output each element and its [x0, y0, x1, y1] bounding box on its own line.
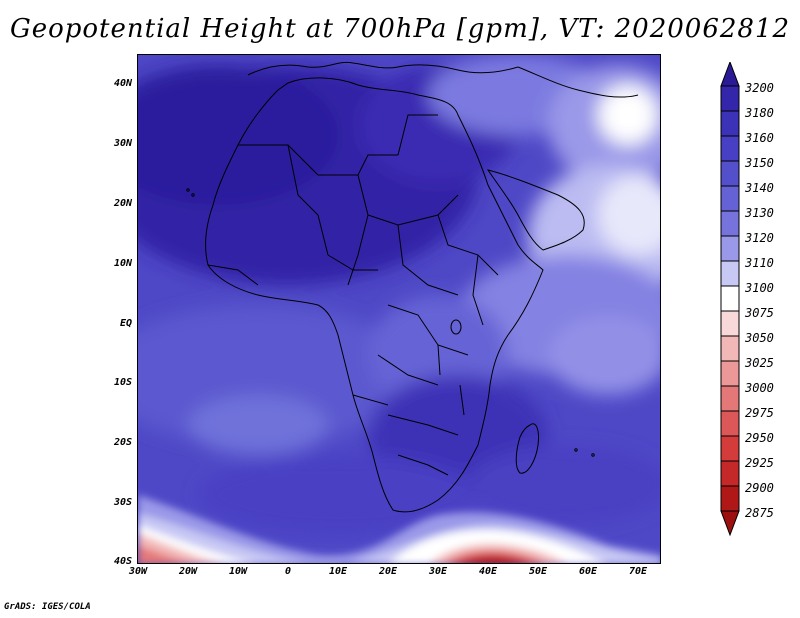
- colorbar-swatch: [720, 135, 740, 162]
- southern-trough: [138, 495, 660, 563]
- lat-label-40n: 40N: [113, 78, 132, 89]
- colorbar-swatch: [720, 210, 740, 237]
- lon-label-70e: 70E: [628, 566, 648, 577]
- coastlines: [186, 61, 639, 513]
- colorbar-label-3140: 3140: [745, 181, 774, 195]
- colorbar-label-2975: 2975: [745, 406, 774, 420]
- colorbar-label-3110: 3110: [745, 256, 774, 270]
- colorbar-label-3050: 3050: [745, 331, 774, 345]
- grads-credit: GrADS: IGES/COLA: [4, 602, 91, 612]
- colorbar-swatch: [720, 310, 740, 337]
- colorbar-label-3130: 3130: [745, 206, 774, 220]
- colorbar-swatch: [720, 235, 740, 262]
- lon-label-30w: 30W: [128, 566, 148, 577]
- lon-label-60e: 60E: [578, 566, 598, 577]
- colorbar-label-2925: 2925: [745, 456, 774, 470]
- colorbar-label-2875: 2875: [745, 506, 774, 520]
- lon-label-20w: 20W: [178, 566, 198, 577]
- colorbar-label-2900: 2900: [745, 481, 774, 495]
- colorbar-arrow-top: [720, 62, 740, 87]
- lat-label-30s: 30S: [113, 497, 132, 508]
- lon-label-40e: 40E: [478, 566, 498, 577]
- colorbar-arrow-bottom: [720, 510, 740, 537]
- colorbar-label-3160: 3160: [745, 131, 774, 145]
- colorbar-label-3100: 3100: [745, 281, 774, 295]
- colorbar-swatch: [720, 385, 740, 412]
- colorbar-label-2950: 2950: [745, 431, 774, 445]
- colorbar-label-3075: 3075: [745, 306, 774, 320]
- colorbar-swatch: [720, 460, 740, 487]
- map-panel: [137, 54, 661, 564]
- height-field-map: [138, 55, 660, 563]
- lat-label-20n: 20N: [113, 198, 132, 209]
- colorbar-swatch: [720, 335, 740, 362]
- lon-label-30e: 30E: [428, 566, 448, 577]
- colorbar-swatch: [720, 110, 740, 137]
- lon-label-0: 0: [284, 566, 292, 577]
- lat-label-30n: 30N: [113, 138, 132, 149]
- colorbar-label-3150: 3150: [745, 156, 774, 170]
- lon-label-20e: 20E: [378, 566, 398, 577]
- colorbar-swatch: [720, 435, 740, 462]
- lat-label-10s: 10S: [113, 377, 132, 388]
- lat-label-20s: 20S: [113, 437, 132, 448]
- colorbar-swatch: [720, 85, 740, 112]
- colorbar-label-3025: 3025: [745, 356, 774, 370]
- colorbar-swatch: [720, 160, 740, 187]
- colorbar: 3200 3180 3160 3150 3140 3130 3120 3110 …: [719, 62, 799, 562]
- colorbar-swatch: [720, 360, 740, 387]
- height-contours: [138, 55, 660, 535]
- colorbar-swatch: [720, 485, 740, 512]
- colorbar-swatch: [720, 260, 740, 287]
- colorbar-swatches: [720, 62, 740, 537]
- colorbar-swatch: [720, 285, 740, 312]
- lat-label-eq: EQ: [119, 318, 132, 329]
- lon-label-10w: 10W: [228, 566, 248, 577]
- lon-label-10e: 10E: [328, 566, 348, 577]
- colorbar-label-3120: 3120: [745, 231, 774, 245]
- lat-label-40s: 40S: [113, 556, 132, 567]
- chart-title: Geopotential Height at 700hPa [gpm], VT:…: [9, 14, 791, 44]
- colorbar-label-3200: 3200: [745, 81, 774, 95]
- colorbar-label-3180: 3180: [745, 106, 774, 120]
- lon-label-50e: 50E: [528, 566, 548, 577]
- colorbar-swatch: [720, 410, 740, 437]
- lat-label-10n: 10N: [113, 258, 132, 269]
- colorbar-label-3000: 3000: [745, 381, 774, 395]
- colorbar-swatch: [720, 185, 740, 212]
